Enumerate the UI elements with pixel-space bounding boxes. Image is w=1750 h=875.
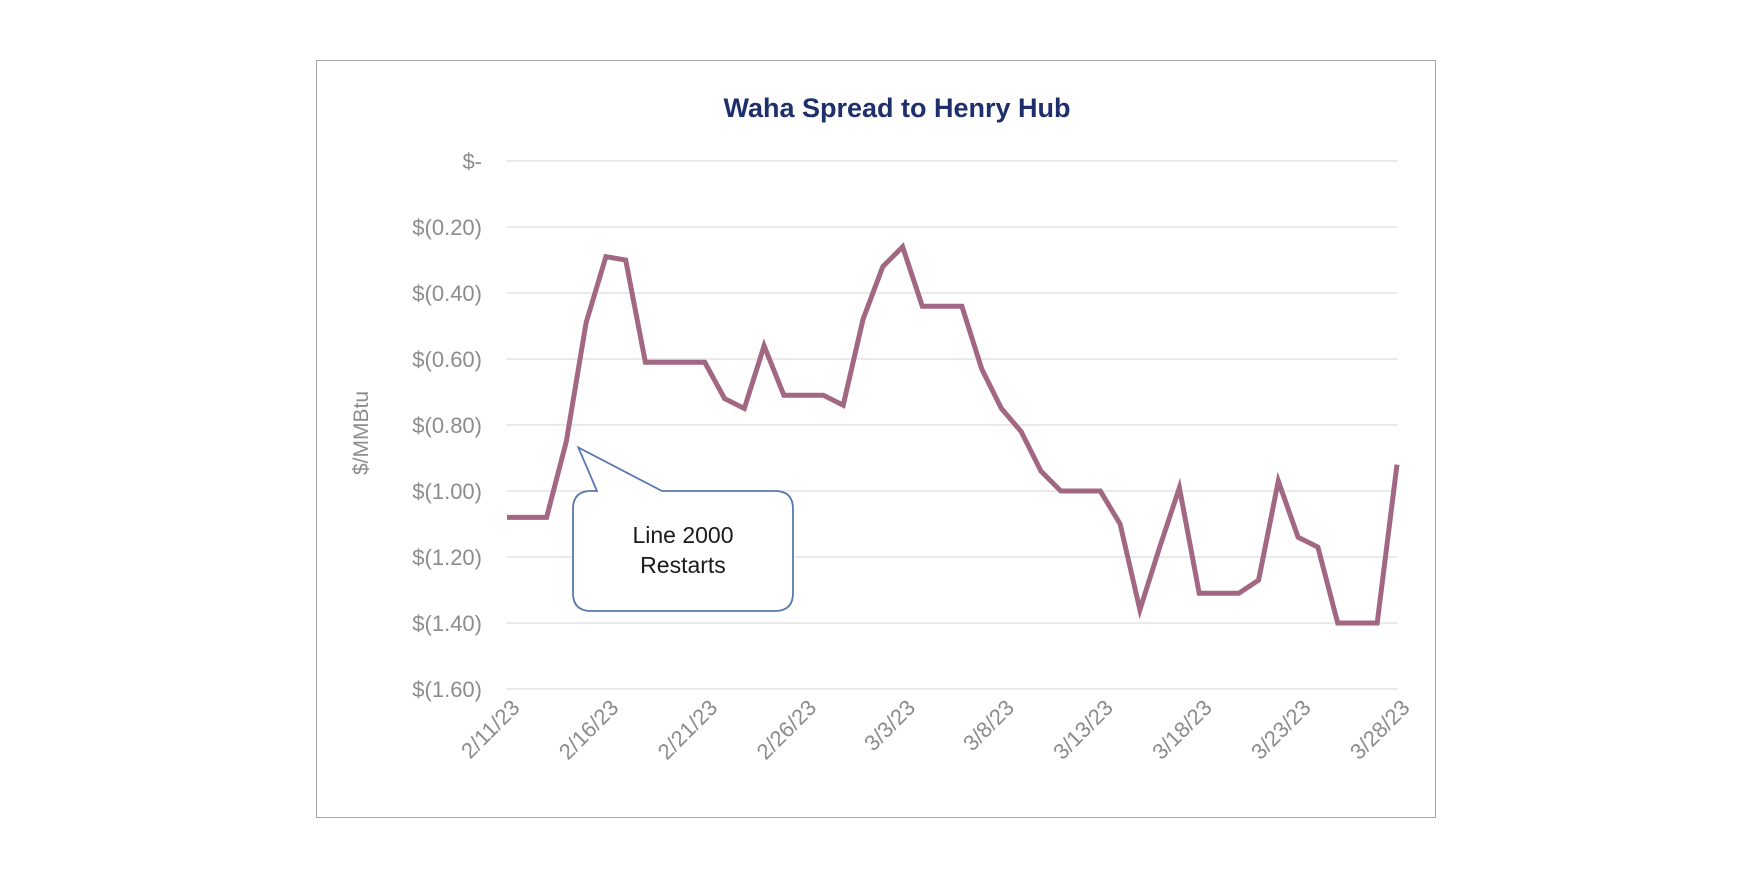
x-tick-label: 3/3/23 [859, 695, 920, 756]
x-axis-ticks: 2/11/23 2/16/23 2/21/23 2/26/23 3/3/23 3/8/23… [456, 695, 1414, 765]
callout-text-line-2: Restarts [640, 552, 726, 578]
x-tick-label: 3/8/23 [958, 695, 1019, 756]
y-tick-label: $(0.60) [412, 347, 482, 372]
x-tick-label: 3/13/23 [1048, 695, 1118, 765]
series-layer [507, 242, 1400, 626]
y-tick-label: $(1.00) [412, 479, 482, 504]
x-tick-label: 3/28/23 [1345, 695, 1415, 765]
y-tick-label: $(0.20) [412, 215, 482, 240]
y-axis-label: $/MMBtu [350, 391, 373, 475]
series-line [507, 242, 1400, 626]
callout-bubble [572, 445, 794, 612]
x-tick-label: 2/26/23 [752, 695, 822, 765]
y-tick-label: $(1.60) [412, 677, 482, 702]
y-tick-label: $(0.40) [412, 281, 482, 306]
x-tick-label: 3/23/23 [1246, 695, 1316, 765]
y-tick-label: $(0.80) [412, 413, 482, 438]
y-axis-ticks: $- $(0.20) $(0.40) $(0.60) $(0.80) $(1.00) $(1… [412, 149, 482, 702]
y-tick-label: $- [462, 149, 482, 174]
chart-title: Waha Spread to Henry Hub [723, 93, 1070, 123]
callout-text-line-1: Line 2000 [632, 522, 733, 548]
callout: Line 2000 Restarts [572, 445, 794, 612]
y-tick-label: $(1.40) [412, 611, 482, 636]
x-tick-label: 2/21/23 [653, 695, 723, 765]
x-tick-label: 2/11/23 [456, 695, 524, 763]
chart-frame: Waha Spread to Henry Hub $- $(0.20) $(0.40… [316, 60, 1436, 818]
chart-svg: Waha Spread to Henry Hub $- $(0.20) $(0.40… [350, 93, 1415, 765]
y-tick-label: $(1.20) [412, 545, 482, 570]
x-tick-label: 3/18/23 [1147, 695, 1217, 765]
x-tick-label: 2/16/23 [554, 695, 624, 765]
